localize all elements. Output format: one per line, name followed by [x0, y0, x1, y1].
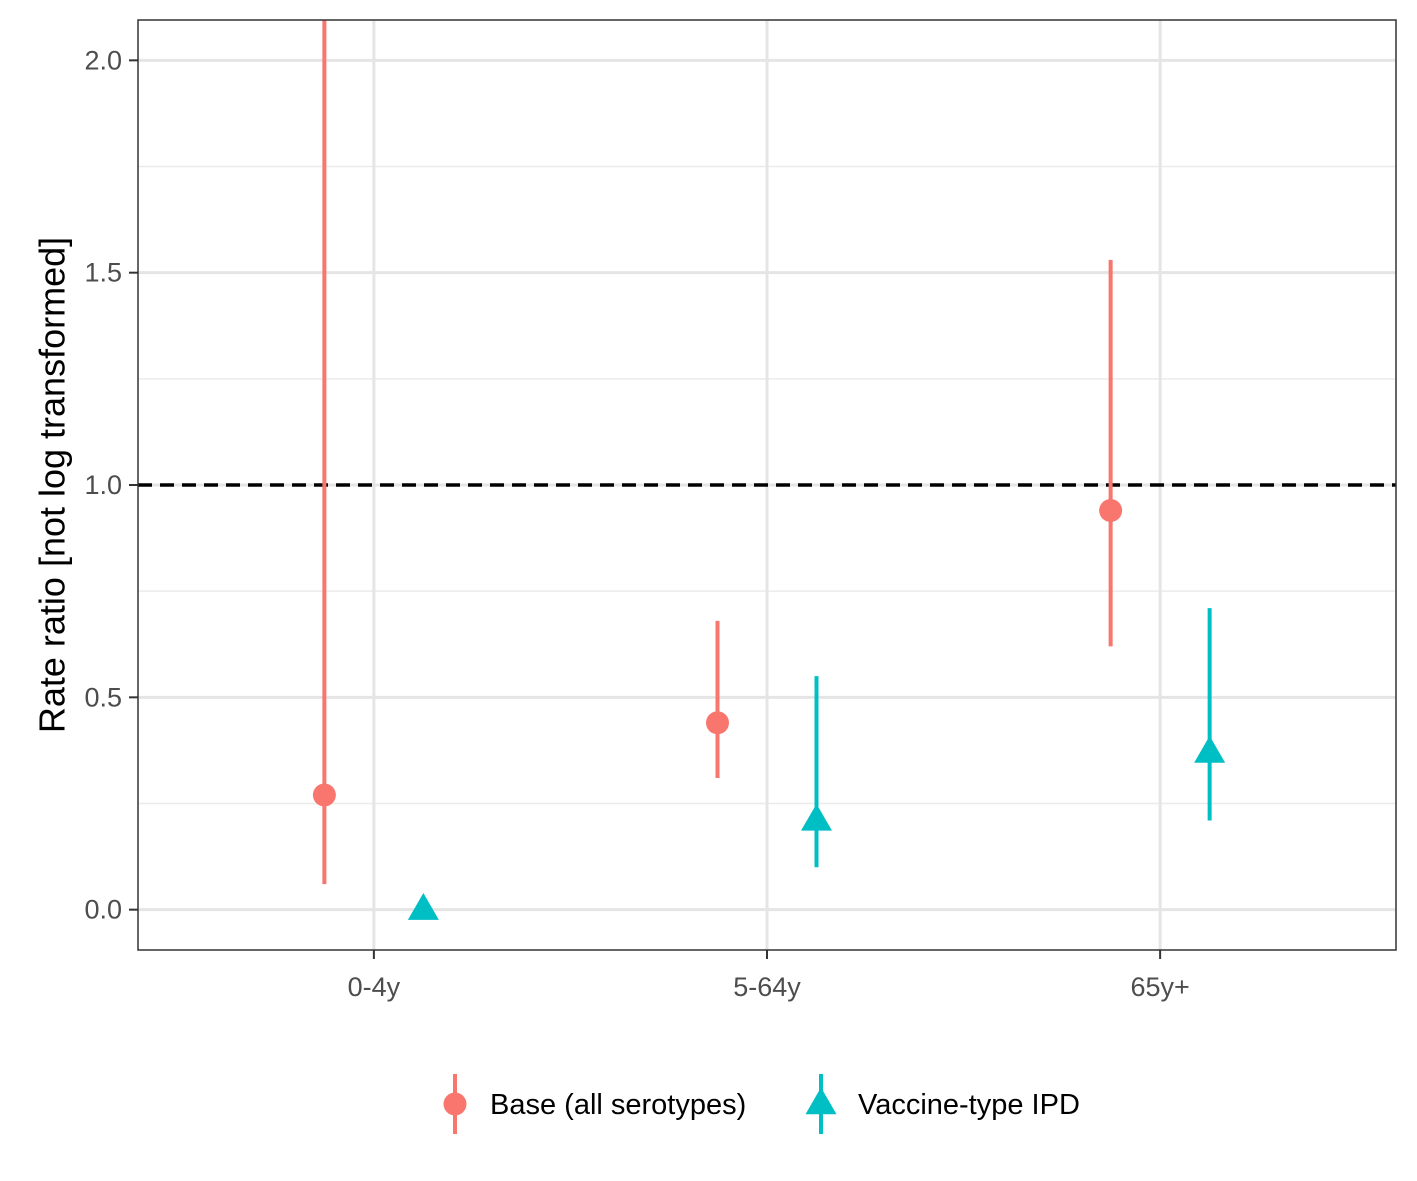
data-point-triangle — [407, 893, 439, 920]
y-tick-label: 1.5 — [84, 258, 122, 288]
data-point-circle — [706, 711, 729, 735]
legend-label: Vaccine-type IPD — [858, 1089, 1080, 1121]
axes: 0.0 0.5 1.0 1.5 2.0 0-4y 5-64y 65y+ — [84, 45, 1189, 1002]
legend: Base (all serotypes) Vaccine-type IPD — [443, 1074, 1080, 1134]
y-tick-label: 2.0 — [84, 45, 122, 75]
legend-key-triangle — [805, 1087, 837, 1115]
x-tick-label: 0-4y — [348, 972, 401, 1002]
data-point-triangle — [1194, 735, 1226, 763]
y-tick-label: 0.0 — [84, 895, 122, 925]
data-point-triangle — [801, 803, 832, 831]
data-point-circle — [1099, 498, 1123, 522]
legend-label: Base (all serotypes) — [490, 1089, 746, 1121]
y-tick-label: 1.0 — [84, 470, 122, 500]
legend-key-circle — [443, 1092, 467, 1116]
data-marks — [312, 20, 1226, 920]
y-tick-label: 0.5 — [84, 682, 122, 712]
data-point-circle — [312, 783, 336, 807]
x-tick-label: 5-64y — [733, 972, 801, 1002]
x-tick-label: 65y+ — [1130, 972, 1189, 1002]
y-axis-title: Rate ratio [not log transformed] — [32, 237, 73, 733]
